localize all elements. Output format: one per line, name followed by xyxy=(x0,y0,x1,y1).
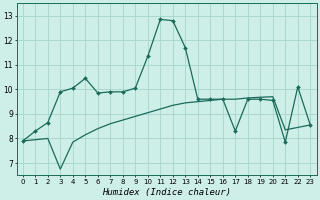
X-axis label: Humidex (Indice chaleur): Humidex (Indice chaleur) xyxy=(102,188,231,197)
